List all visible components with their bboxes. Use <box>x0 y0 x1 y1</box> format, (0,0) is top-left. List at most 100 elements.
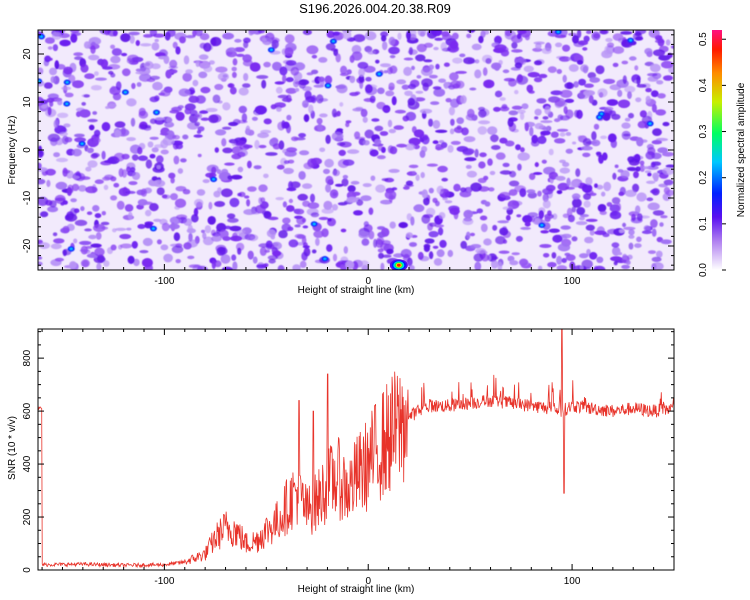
heatmap-cell <box>127 54 139 63</box>
heatmap-cell <box>432 140 439 145</box>
heatmap-cell <box>515 144 521 151</box>
heatmap-cell <box>526 189 536 194</box>
heatmap-cell <box>214 201 226 207</box>
heatmap-cell <box>388 82 395 91</box>
colorbar-tick-label: 0.4 <box>698 78 709 92</box>
heatmap-cell <box>265 152 278 156</box>
heatmap-cell <box>498 250 510 254</box>
heatmap-cell <box>532 172 543 175</box>
heatmap-cell <box>221 138 227 147</box>
colorbar-tick-label: 0.5 <box>698 32 709 46</box>
heatmap-cell <box>152 166 165 173</box>
heatmap-cell <box>452 57 463 64</box>
heatmap-cell <box>103 260 110 267</box>
heatmap-cell <box>165 69 172 79</box>
heatmap-cell <box>449 128 455 135</box>
heatmap-cell <box>205 107 218 113</box>
heatmap-cell <box>627 91 632 99</box>
heatmap-cell <box>172 134 181 140</box>
heatmap-cell <box>38 167 48 172</box>
heatmap-cell <box>560 89 573 98</box>
heatmap-cell <box>243 41 249 49</box>
heatmap-cell <box>421 189 428 199</box>
heatmap-cell <box>160 139 169 149</box>
heatmap-cell <box>264 249 271 253</box>
heatmap-cell <box>585 224 595 231</box>
heatmap-cell <box>633 171 639 179</box>
heatmap-cell <box>622 253 628 260</box>
heatmap-cell <box>319 147 326 153</box>
heatmap-cell <box>413 97 426 102</box>
heatmap-cell <box>120 243 133 249</box>
heatmap-cell <box>365 84 373 94</box>
heatmap-cell <box>330 48 339 52</box>
heatmap-cell <box>483 30 490 35</box>
heatmap-cell <box>561 258 567 263</box>
heatmap-cell <box>646 165 659 170</box>
heatmap-cell <box>488 187 495 192</box>
heatmap-cell <box>254 139 260 150</box>
heatmap-cell <box>49 200 57 208</box>
heatmap-cell <box>656 80 664 85</box>
heatmap-cell <box>188 95 200 103</box>
heatmap-cell <box>567 214 575 223</box>
heatmap-cell <box>645 87 652 93</box>
heatmap-cell <box>542 199 551 209</box>
heatmap-cell <box>582 152 591 158</box>
heatmap-cell <box>456 125 462 130</box>
snr-x-tick-label: 0 <box>365 576 371 587</box>
heatmap-cell <box>511 41 518 49</box>
heatmap-cell <box>405 143 416 151</box>
heatmap-cell <box>495 152 506 160</box>
heatmap-cell <box>57 99 63 106</box>
heatmap-cell <box>302 100 309 108</box>
heatmap-cell <box>460 240 468 249</box>
heatmap-cell <box>137 224 146 229</box>
heatmap-cell <box>238 105 247 114</box>
heatmap-cell <box>243 209 256 215</box>
heatmap-cell <box>92 205 100 212</box>
heatmap-cell <box>55 181 68 190</box>
heatmap-cell <box>635 205 641 214</box>
heatmap-cell <box>119 233 132 240</box>
heatmap-cell <box>175 259 181 264</box>
heatmap-cell <box>349 75 356 84</box>
heatmap-cell <box>462 218 474 226</box>
heatmap-cell <box>346 196 359 203</box>
heatmap-cell <box>589 252 598 260</box>
heatmap-cell <box>127 255 135 264</box>
heatmap-cell <box>403 66 412 76</box>
heatmap-cell <box>436 185 444 195</box>
heatmap-cell <box>477 126 488 135</box>
heatmap-cell <box>413 204 425 213</box>
heatmap-cell <box>267 216 279 221</box>
heatmap-cell <box>70 198 77 203</box>
heatmap-cell <box>252 256 258 264</box>
heatmap-cell <box>434 224 445 228</box>
heatmap-cell <box>55 197 66 202</box>
heatmap-cell <box>224 162 235 166</box>
heatmap-cell <box>256 264 266 269</box>
heatmap-cell <box>50 243 62 250</box>
heatmap-cell <box>62 200 68 205</box>
heatmap-cell <box>410 216 415 226</box>
heatmap-cell <box>102 176 111 181</box>
heatmap-cell <box>565 109 574 119</box>
heatmap-cell <box>108 103 117 108</box>
heatmap-cell <box>286 114 292 121</box>
heatmap-cell <box>187 255 195 260</box>
heatmap-cell <box>79 109 91 118</box>
heatmap-cell <box>562 74 567 83</box>
heatmap-cell <box>254 105 267 115</box>
heatmap-cell <box>199 110 209 114</box>
heatmap-cell <box>213 190 221 198</box>
heatmap-cell <box>571 236 578 242</box>
heatmap-cell <box>357 61 369 69</box>
heatmap-cell <box>247 160 252 169</box>
heatmap-cell <box>70 30 80 33</box>
heatmap-cell <box>606 202 613 207</box>
heatmap-cell <box>609 84 622 91</box>
heatmap-cell <box>554 97 566 107</box>
heatmap-cell <box>502 239 508 244</box>
heatmap-cell <box>291 136 299 142</box>
